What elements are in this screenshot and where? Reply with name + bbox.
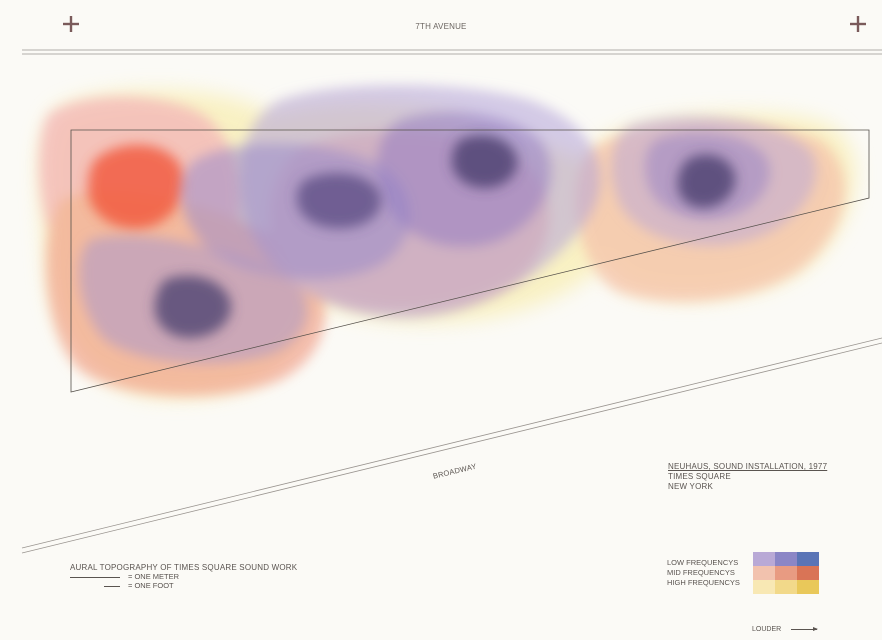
meter-scale-label: = ONE METER bbox=[128, 572, 180, 581]
legend-swatch bbox=[753, 552, 775, 566]
title-line-1: NEUHAUS, SOUND INSTALLATION, 1977 bbox=[668, 462, 828, 471]
installation-area-outline bbox=[70, 129, 870, 393]
title-block: NEUHAUS, SOUND INSTALLATION, 1977 TIMES … bbox=[668, 462, 827, 492]
legend-label-low: LOW FREQUENCYS bbox=[667, 558, 739, 567]
louder-indicator: LOUDER bbox=[752, 626, 819, 633]
louder-label: LOUDER bbox=[752, 626, 782, 633]
legend-swatch bbox=[797, 552, 819, 566]
foot-scale-bar bbox=[104, 585, 120, 587]
map-caption: AURAL TOPOGRAPHY OF TIMES SQUARE SOUND W… bbox=[70, 563, 298, 572]
legend-swatch bbox=[775, 566, 797, 580]
foot-scale-label: = ONE FOOT bbox=[128, 581, 174, 590]
legend-swatch bbox=[797, 566, 819, 580]
legend-swatch bbox=[753, 580, 775, 594]
arrow-right-icon bbox=[791, 626, 819, 631]
meter-scale-bar bbox=[70, 576, 120, 578]
legend-swatch bbox=[775, 552, 797, 566]
broadway-line bbox=[21, 337, 882, 554]
legend-swatches bbox=[753, 552, 819, 594]
seventh-avenue-label: 7TH AVENUE bbox=[415, 22, 467, 31]
seventh-avenue-line bbox=[22, 49, 882, 55]
scale-foot: = ONE FOOT bbox=[104, 581, 174, 590]
title-line-3: NEW YORK bbox=[668, 482, 714, 491]
title-line-2: TIMES SQUARE bbox=[668, 472, 731, 481]
legend-label-high: HIGH FREQUENCYS bbox=[667, 578, 740, 587]
crosshair-icon bbox=[850, 16, 866, 32]
legend-swatch bbox=[797, 580, 819, 594]
legend-swatch bbox=[753, 566, 775, 580]
legend-labels: LOW FREQUENCYS MID FREQUENCYS HIGH FREQU… bbox=[667, 558, 740, 588]
scale-meter: = ONE METER bbox=[70, 572, 179, 581]
low-frequency-peaks bbox=[154, 135, 736, 338]
legend-swatch bbox=[775, 580, 797, 594]
crosshair-icon bbox=[63, 16, 79, 32]
legend-label-mid: MID FREQUENCYS bbox=[667, 568, 735, 577]
mid-frequency-peak bbox=[88, 144, 184, 229]
